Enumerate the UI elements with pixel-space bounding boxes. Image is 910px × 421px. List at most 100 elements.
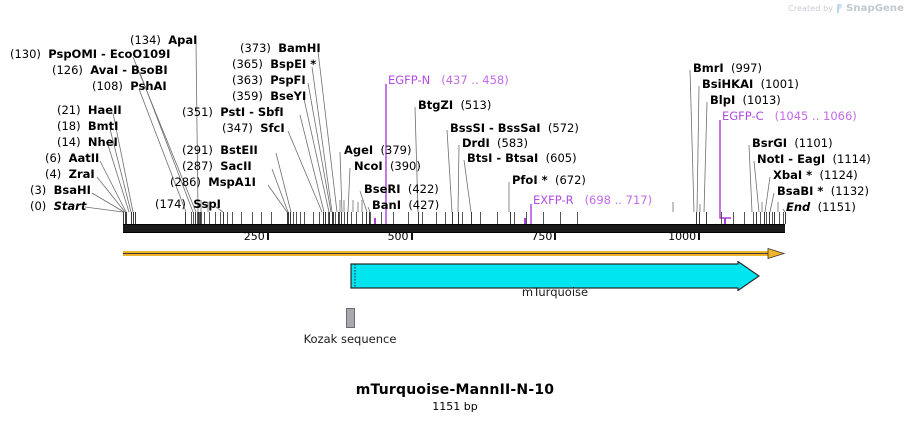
restriction-site-label[interactable]: End (1151) (786, 201, 856, 214)
site-tick (542, 212, 544, 224)
site-tick (290, 212, 292, 224)
restriction-site-label[interactable]: BseRI (422) (364, 183, 439, 196)
restriction-site-label[interactable]: BsaBI * (1132) (777, 185, 869, 198)
restriction-site-label[interactable]: XbaI * (1124) (773, 169, 858, 182)
restriction-site-label[interactable]: (18) BmtI (57, 120, 118, 133)
site-tick (135, 212, 137, 224)
site-position: (1151) (817, 200, 856, 214)
enzyme-name: BmtI (87, 119, 119, 133)
site-tick (295, 212, 297, 224)
restriction-site-label[interactable]: (6) AatII (45, 152, 99, 165)
site-position: (286) (170, 175, 201, 189)
primer-name: EGFP-N (388, 73, 431, 87)
site-tick (271, 212, 273, 224)
site-tick (350, 212, 352, 224)
enzyme-name: End (786, 200, 811, 214)
restriction-site-label[interactable]: PfoI * (672) (512, 174, 586, 187)
site-position: (126) (52, 63, 83, 77)
restriction-site-label[interactable]: (359) BseYI (232, 90, 306, 103)
restriction-site-label[interactable]: BsrGI (1101) (752, 137, 833, 150)
restriction-site-label[interactable]: NotI - EagI (1114) (757, 153, 871, 166)
site-tick (771, 212, 773, 224)
restriction-site-label[interactable]: (0) Start (30, 200, 86, 213)
restriction-site-label[interactable]: (4) ZraI (45, 168, 95, 181)
restriction-site-label[interactable]: (363) PspFI (232, 74, 306, 87)
restriction-site-label[interactable]: DrdI (583) (462, 137, 528, 150)
enzyme-name: SacII (220, 159, 252, 173)
restriction-site-label[interactable]: BlpI (1013) (710, 94, 781, 107)
restriction-site-label[interactable]: BanI (427) (372, 199, 439, 212)
enzyme-name: XbaI * (773, 168, 813, 182)
site-tick (355, 212, 357, 224)
sequence-backbone[interactable] (123, 224, 785, 233)
site-tick (744, 212, 746, 224)
site-tick (732, 212, 734, 224)
site-tick (327, 212, 329, 224)
ruler-tick (410, 232, 413, 240)
page-title: mTurquoise-MannII-N-10 (355, 382, 555, 398)
restriction-site-label[interactable]: (365) BspEI * (232, 58, 316, 71)
restriction-site-label[interactable]: (14) NheI (57, 136, 118, 149)
site-tick (343, 212, 345, 224)
site-position: (672) (554, 173, 586, 187)
restriction-site-label[interactable]: (134) ApaI (130, 34, 197, 47)
kozak-sequence-box[interactable] (346, 308, 355, 328)
restriction-site-label[interactable]: (291) BstEII (182, 144, 258, 157)
restriction-site-label[interactable]: (130) PspOMI - EcoO109I (10, 48, 170, 61)
site-position: (1001) (760, 77, 799, 91)
site-tick (756, 212, 758, 224)
mturquoise-feature-arrow[interactable] (350, 261, 760, 291)
restriction-site-label[interactable]: AgeI (379) (344, 144, 411, 157)
restriction-site-label[interactable]: BtsI - BtsaI (605) (467, 152, 577, 165)
site-tick (219, 212, 221, 224)
enzyme-name: AvaI - BsoBI (90, 63, 168, 77)
site-tick (514, 212, 516, 224)
site-position: (14) (57, 135, 81, 149)
kozak-sequence-label: Kozak sequence (303, 332, 397, 346)
site-position: (134) (130, 33, 161, 47)
restriction-site-label[interactable]: (286) MspA1I (170, 176, 256, 189)
site-tick (185, 212, 187, 224)
enzyme-name: HaeII (87, 103, 122, 117)
primer-label[interactable]: EGFP-C (1045 .. 1066) (722, 110, 857, 123)
restriction-site-label[interactable]: (347) SfcI (222, 122, 285, 135)
site-tick (201, 212, 203, 224)
primer-label[interactable]: EXFP-R (698 .. 717) (533, 194, 652, 207)
site-position: (1101) (794, 136, 833, 150)
restriction-site-label[interactable]: (287) SacII (182, 160, 252, 173)
site-tick (509, 212, 511, 224)
site-position: (3) (30, 183, 47, 197)
enzyme-name: PspFI (270, 73, 306, 87)
site-position: (1114) (832, 152, 871, 166)
enzyme-name: DrdI (462, 136, 490, 150)
site-tick (304, 212, 306, 224)
restriction-site-label[interactable]: (21) HaeII (57, 104, 122, 117)
site-tick (292, 212, 294, 224)
restriction-site-label[interactable]: BtgZI (513) (418, 99, 491, 112)
site-position: (0) (30, 199, 47, 213)
site-position: (287) (182, 159, 213, 173)
restriction-site-label[interactable]: (373) BamHI (240, 42, 321, 55)
site-tick (560, 212, 562, 224)
ruler-tick (266, 232, 269, 240)
primer-label[interactable]: EGFP-N (437 .. 458) (388, 74, 509, 87)
restriction-site-label[interactable]: (351) PstI - SbfI (182, 106, 284, 119)
site-tick (368, 212, 370, 224)
restriction-site-label[interactable]: BmrI (997) (693, 62, 762, 75)
restriction-site-label[interactable]: (174) SspI (155, 198, 221, 211)
site-tick (232, 212, 234, 224)
restriction-site-label[interactable]: (126) AvaI - BsoBI (52, 64, 168, 77)
restriction-site-label[interactable]: (108) PshAI (92, 80, 167, 93)
site-tick (126, 212, 128, 224)
restriction-site-label[interactable]: NcoI (390) (354, 160, 421, 173)
site-tick (783, 212, 785, 224)
enzyme-name: BseRI (364, 182, 401, 196)
restriction-site-label[interactable]: BssSI - BssSaI (572) (450, 122, 579, 135)
orf-arrow[interactable] (123, 248, 785, 259)
primer-tick (374, 218, 377, 224)
site-tick (124, 212, 126, 224)
restriction-site-label[interactable]: BsiHKAI (1001) (702, 78, 799, 91)
restriction-site-label[interactable]: (3) BsaHI (30, 184, 91, 197)
enzyme-name: MspA1I (208, 175, 256, 189)
site-tick (696, 212, 698, 224)
